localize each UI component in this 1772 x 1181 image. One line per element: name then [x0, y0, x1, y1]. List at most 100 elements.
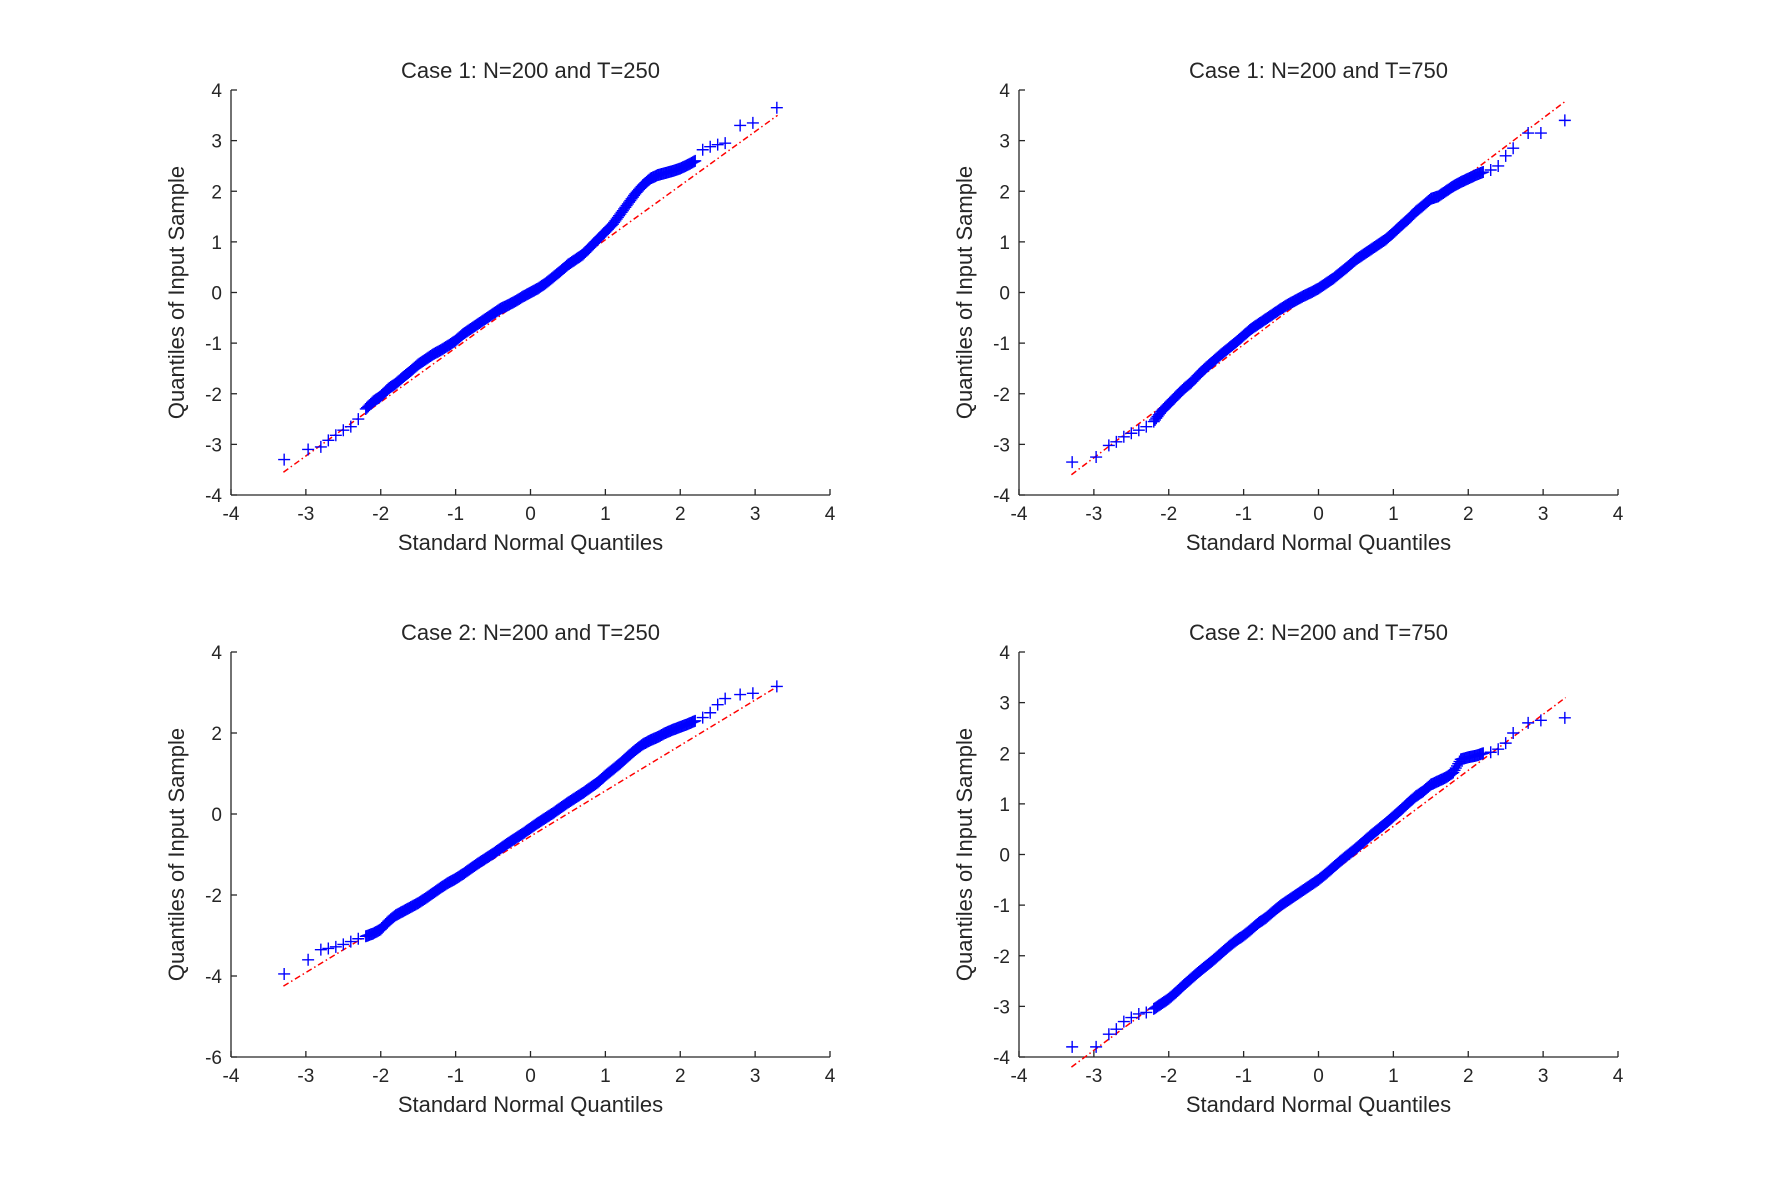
x-tick-label: 1 — [1388, 1066, 1399, 1087]
x-tick-label: -4 — [223, 504, 240, 525]
x-tick-label: -1 — [447, 504, 464, 525]
qq-point — [1117, 430, 1130, 443]
x-tick-label: -3 — [1085, 1066, 1102, 1087]
x-tick-label: 3 — [750, 1066, 761, 1087]
x-tick-label: -2 — [1160, 1066, 1177, 1087]
y-tick-label: 0 — [211, 284, 222, 305]
qq-point — [378, 919, 391, 932]
x-tick-label: 1 — [1388, 504, 1399, 525]
reference-line — [1070, 100, 1567, 476]
x-tick-label: -1 — [1235, 504, 1252, 525]
x-tick-label: 0 — [1313, 504, 1324, 525]
qq-panel-1: -4 -3 -2 -1 0 1 2 3 4 -4 -3 -2 -1 0 1 2 3 4 Case 1: N=200 … — [164, 58, 836, 555]
x-tick-label: 4 — [1613, 1066, 1624, 1087]
qq-point — [1140, 420, 1153, 433]
qq-point — [535, 814, 548, 827]
qq-point — [734, 119, 747, 132]
qq-point — [337, 938, 350, 951]
qq-point — [1558, 114, 1571, 127]
qq-point — [344, 420, 357, 433]
qq-point — [1188, 372, 1201, 385]
reference-line — [283, 685, 778, 987]
plot-title: Case 1: N=200 and T=250 — [401, 58, 660, 83]
x-tick-label: -2 — [372, 1066, 389, 1087]
qq-point — [1534, 127, 1547, 140]
x-tick-label: 4 — [1613, 504, 1624, 525]
plot-title: Case 2: N=200 and T=750 — [1189, 620, 1448, 645]
qq-point — [565, 794, 578, 807]
y-tick-label: 3 — [999, 132, 1010, 153]
x-tick-label: 3 — [1538, 1066, 1549, 1087]
y-tick-label: -1 — [993, 334, 1010, 355]
y-tick-label: -2 — [205, 886, 222, 907]
y-axis-title: Quantiles of Input Sample — [952, 166, 977, 419]
plot-title: Case 2: N=200 and T=250 — [401, 620, 660, 645]
qq-point — [1159, 401, 1172, 414]
qq-point — [1475, 166, 1488, 179]
qq-point — [770, 680, 783, 693]
x-tick-label: -2 — [372, 504, 389, 525]
qq-point — [1090, 451, 1103, 464]
x-tick-label: 1 — [600, 504, 611, 525]
qq-point — [322, 434, 335, 447]
qq-point — [603, 221, 616, 234]
x-tick-label: -3 — [297, 1066, 314, 1087]
y-tick-label: 4 — [211, 81, 222, 102]
qq-point — [588, 237, 601, 250]
x-tick-label: 4 — [825, 504, 836, 525]
qq-point — [746, 687, 759, 700]
y-tick-label: 2 — [211, 724, 222, 745]
qq-point — [1522, 127, 1535, 140]
qq-panel-4: -4 -3 -2 -1 0 1 2 3 4 -4 -3 -2 -1 0 1 2 3 4 Case 2: N=200 … — [952, 620, 1624, 1117]
qq-point — [329, 940, 342, 953]
qq-point — [770, 101, 783, 114]
qq-point — [696, 143, 709, 156]
qq-point — [1271, 305, 1284, 318]
x-tick-label: 2 — [675, 504, 686, 525]
x-tick-label: 0 — [525, 1066, 536, 1087]
qq-point — [302, 443, 315, 456]
qq-point — [1066, 1040, 1079, 1053]
x-tick-label: 1 — [600, 1066, 611, 1087]
qq-point — [278, 967, 291, 980]
y-tick-label: 1 — [999, 233, 1010, 254]
y-axis-title: Quantiles of Input Sample — [164, 728, 189, 981]
y-tick-label: -6 — [205, 1048, 222, 1069]
y-tick-label: 4 — [999, 643, 1010, 664]
qq-point — [438, 341, 451, 354]
y-tick-label: -1 — [205, 334, 222, 355]
qq-point — [1492, 743, 1505, 756]
qq-point — [337, 424, 350, 437]
x-tick-label: -4 — [1011, 1066, 1028, 1087]
x-tick-label: -1 — [1235, 1066, 1252, 1087]
y-tick-label: 1 — [211, 233, 222, 254]
qq-point — [1534, 714, 1547, 727]
qq-point — [633, 183, 646, 196]
qq-point — [1558, 711, 1571, 724]
qq-point — [719, 137, 732, 150]
y-tick-label: -2 — [993, 385, 1010, 406]
y-tick-label: -4 — [205, 486, 222, 507]
qq-point — [580, 244, 593, 257]
qq-point — [1484, 163, 1497, 176]
qq-point — [1443, 182, 1456, 195]
y-tick-label: -1 — [993, 896, 1010, 917]
qq-point — [1090, 1040, 1103, 1053]
y-tick-label: 4 — [999, 81, 1010, 102]
qq-point — [1475, 747, 1488, 760]
qq-point — [1110, 435, 1123, 448]
qq-point — [746, 116, 759, 129]
y-tick-label: -3 — [993, 997, 1010, 1018]
qq-point — [1166, 394, 1179, 407]
x-tick-label: -3 — [1085, 504, 1102, 525]
qq-point — [704, 140, 717, 153]
y-tick-label: 2 — [999, 744, 1010, 765]
qq-point — [687, 715, 700, 728]
qq-point — [1507, 142, 1520, 155]
x-axis-title: Standard Normal Quantiles — [398, 1092, 663, 1117]
qq-point — [1406, 209, 1419, 222]
x-axis-title: Standard Normal Quantiles — [1186, 1092, 1451, 1117]
x-axis-title: Standard Normal Quantiles — [1186, 530, 1451, 555]
